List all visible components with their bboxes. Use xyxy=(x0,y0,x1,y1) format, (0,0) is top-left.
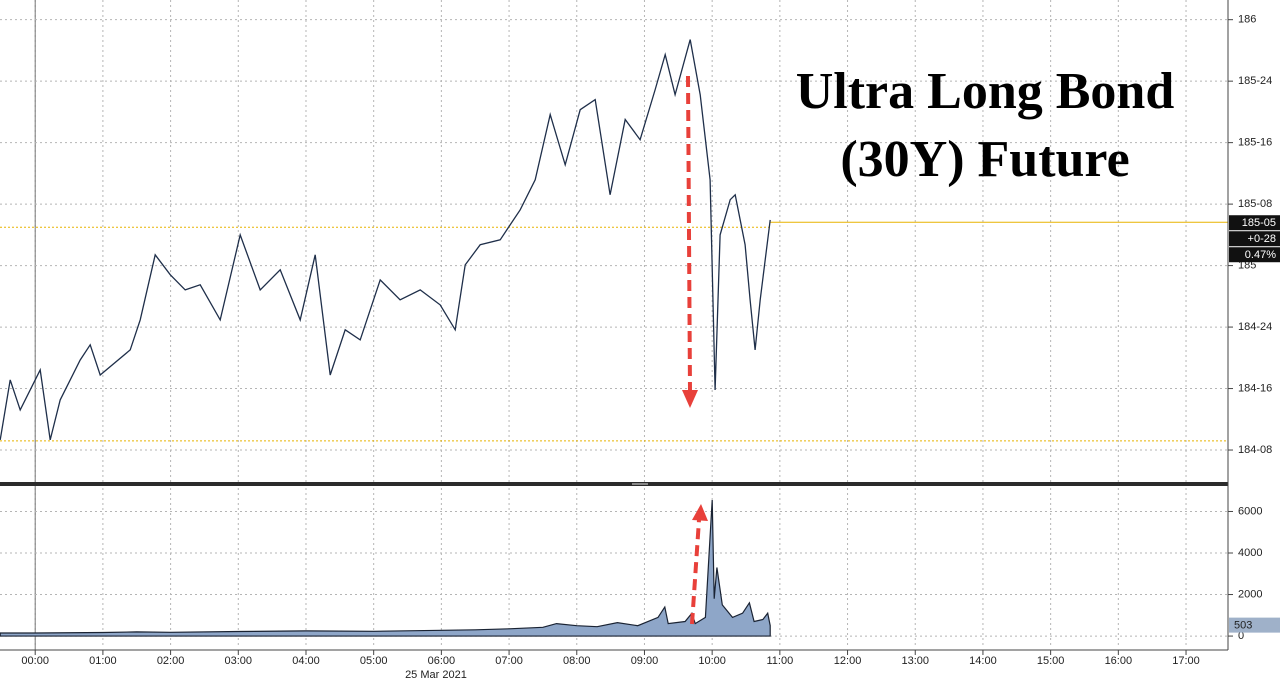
price-line xyxy=(0,39,771,441)
label-box xyxy=(1229,215,1280,231)
x-tick-label: 14:00 xyxy=(969,655,997,667)
x-axis-label: 25 Mar 2021 xyxy=(405,669,467,681)
x-tick-label: 07:00 xyxy=(495,655,523,667)
y-tick-label: 4000 xyxy=(1238,547,1262,559)
y-tick-label: 186 xyxy=(1238,14,1256,26)
y-tick-label: 185-24 xyxy=(1238,75,1272,87)
x-tick-label: 06:00 xyxy=(428,655,456,667)
x-tick-label: 04:00 xyxy=(292,655,320,667)
y-tick-label: 0 xyxy=(1238,630,1244,642)
y-tick-label: 2000 xyxy=(1238,588,1262,600)
x-tick-label: 02:00 xyxy=(157,655,185,667)
y-tick-label: 184-24 xyxy=(1238,321,1272,333)
x-tick-label: 13:00 xyxy=(901,655,929,667)
x-tick-label: 00:00 xyxy=(21,655,49,667)
label-box xyxy=(1229,231,1280,247)
annotation-arrows xyxy=(682,75,708,625)
arrow-head xyxy=(682,390,698,408)
x-tick-label: 01:00 xyxy=(89,655,117,667)
x-tick-label: 03:00 xyxy=(225,655,253,667)
arrow-up xyxy=(690,519,701,625)
separator-grip xyxy=(632,483,648,485)
y-tick-label: 185-16 xyxy=(1238,137,1272,149)
x-tick-label: 05:00 xyxy=(360,655,388,667)
x-tick-label: 08:00 xyxy=(563,655,591,667)
last-volume-label: 503 xyxy=(1234,620,1252,632)
x-tick-label: 16:00 xyxy=(1105,655,1133,667)
panel-separator xyxy=(0,482,1228,486)
volume-area xyxy=(0,499,771,637)
y-tick-label: 184-16 xyxy=(1238,382,1272,394)
x-tick-label: 11:00 xyxy=(766,655,793,667)
y-tick-label: 185 xyxy=(1238,259,1256,271)
x-tick-label: 10:00 xyxy=(698,655,726,667)
label-text: +0-28 xyxy=(1248,233,1276,245)
last-price-box: 185-05 +0-28 0.47% xyxy=(1229,215,1280,263)
x-tick-label: 17:00 xyxy=(1172,655,1200,667)
x-tick-label: 09:00 xyxy=(631,655,659,667)
label-box xyxy=(1229,247,1280,263)
label-text: 185-05 xyxy=(1242,217,1276,229)
chart-title: Ultra Long Bond (30Y) Future xyxy=(795,63,1175,188)
y-tick-label: 185-08 xyxy=(1238,198,1272,210)
arrow-down xyxy=(686,75,692,393)
y-tick-label: 184-08 xyxy=(1238,444,1272,456)
arrow-head xyxy=(692,504,708,521)
label-text: 0.47% xyxy=(1245,249,1276,261)
x-tick-label: 12:00 xyxy=(834,655,862,667)
y-tick-label: 6000 xyxy=(1238,505,1262,517)
x-tick-label: 15:00 xyxy=(1037,655,1065,667)
label-box xyxy=(1229,617,1280,633)
